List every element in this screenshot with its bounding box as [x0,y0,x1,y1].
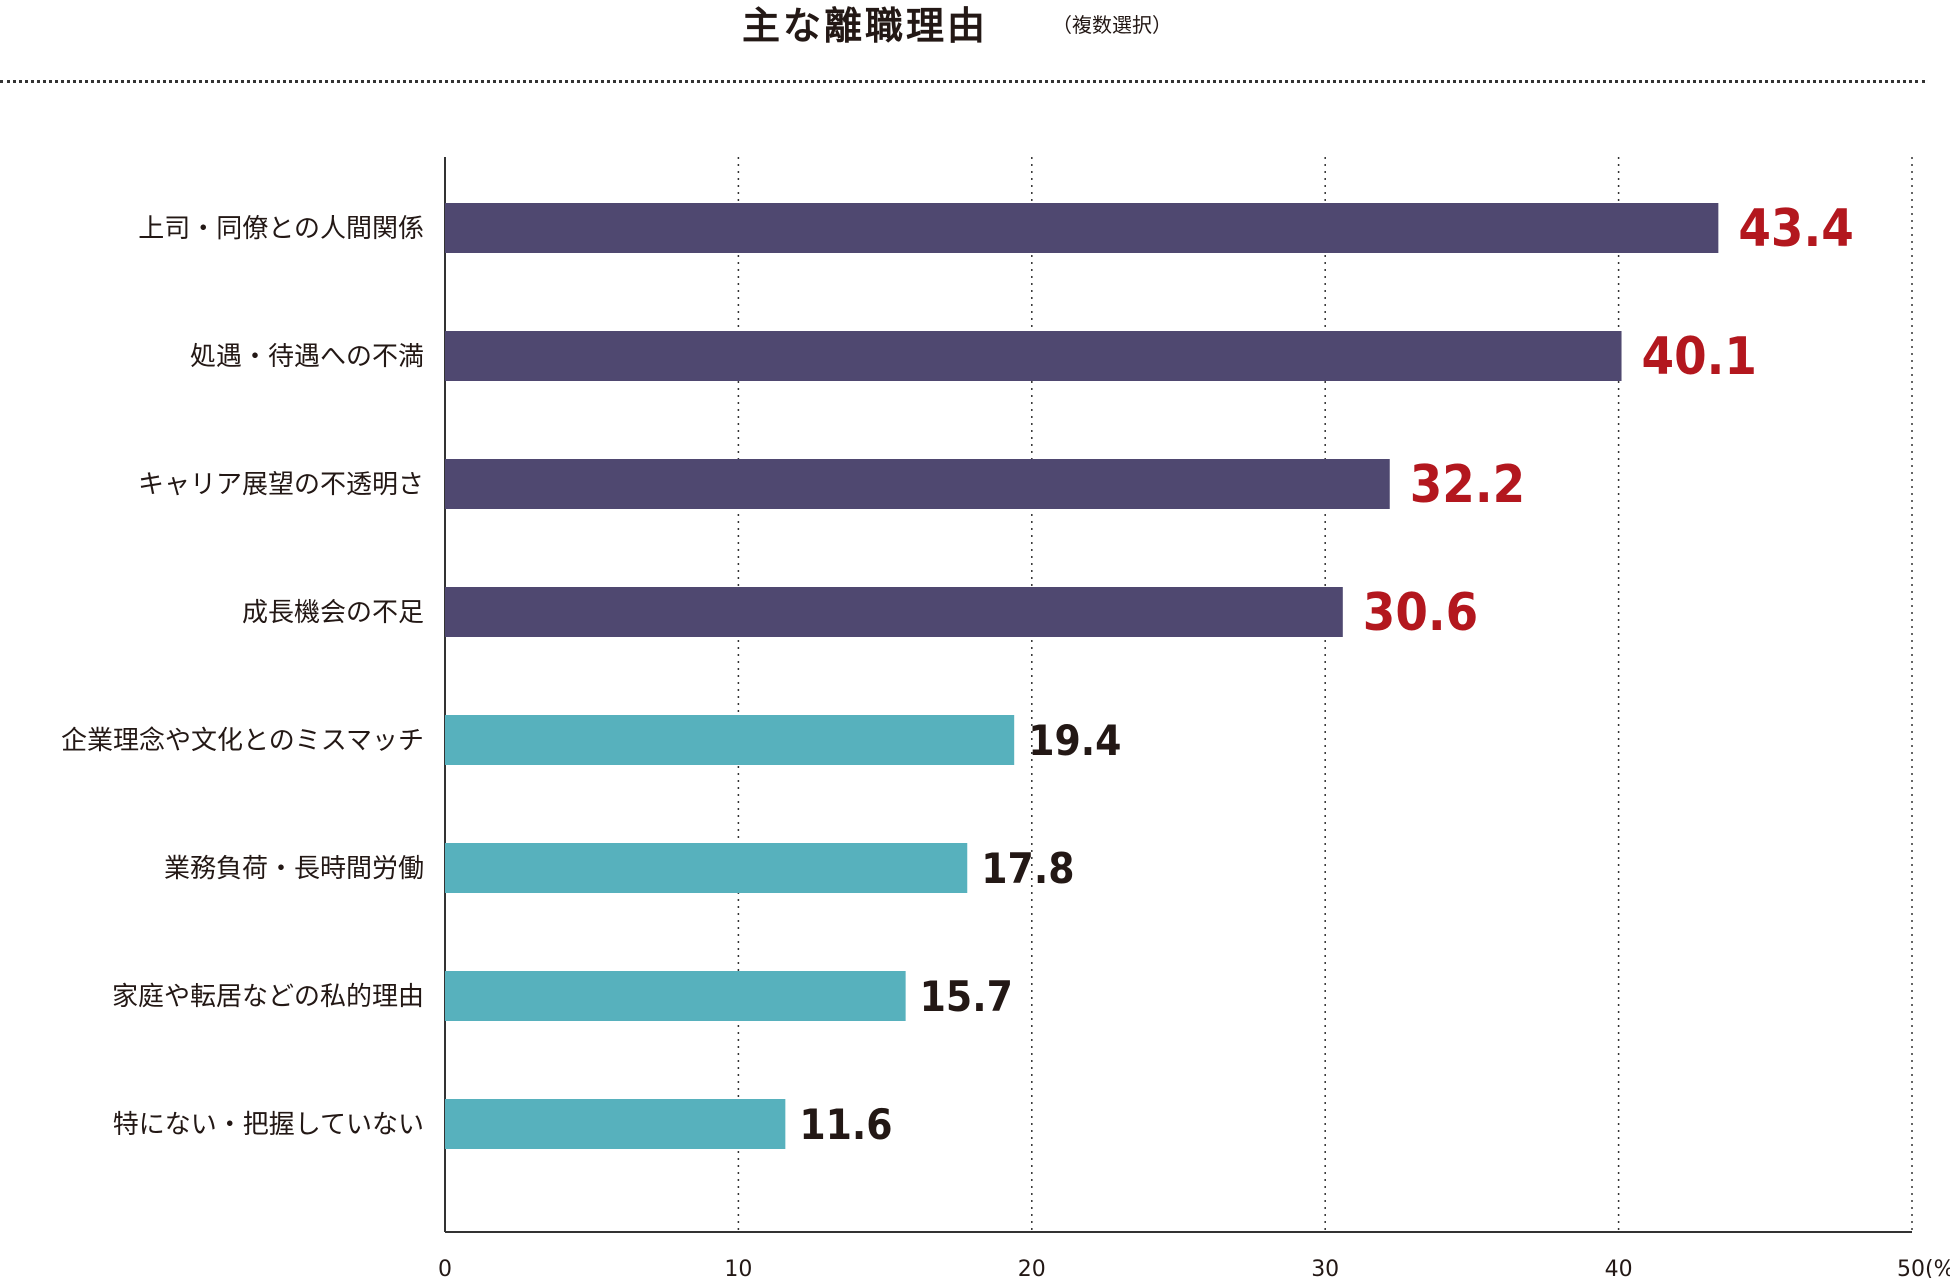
bar [445,587,1343,637]
bars [445,203,1719,1149]
category-label: 上司・同僚との人間関係 [138,214,424,244]
category-label: 業務負荷・長時間労働 [164,854,424,884]
category-label: 処遇・待遇への不満 [190,342,424,372]
value-label: 40.1 [1642,327,1757,387]
bar [445,971,906,1021]
axes [444,157,1912,1233]
chart-subtitle: （複数選択） [1052,13,1172,37]
bar [445,843,968,893]
value-label: 17.8 [981,844,1074,893]
labels: 0 10 20 30 40 50(%) 上司・同僚との人間関係 43.4 処遇・待遇への不満 40… [61,199,1950,1278]
value-label: 43.4 [1738,199,1853,259]
title-row: 主な離職理由 （複数選択） [0,0,1950,83]
category-label: 成長機会の不足 [242,598,424,628]
x-tick-label: 10 [724,1257,752,1278]
x-tick-label-with-unit: 50(%) [1897,1257,1950,1278]
value-label: 15.7 [920,972,1013,1021]
x-tick-label: 20 [1018,1257,1046,1278]
category-label: 家庭や転居などの私的理由 [112,982,424,1012]
x-tick-label: 40 [1605,1257,1633,1278]
value-label: 32.2 [1410,455,1525,515]
bar [445,715,1015,765]
value-label: 19.4 [1028,716,1121,765]
value-label: 11.6 [799,1100,892,1149]
bar [445,331,1622,381]
gridlines [737,157,1913,1232]
x-tick-label: 0 [438,1257,452,1278]
chart-title: 主な離職理由 [742,4,989,48]
category-label: 特にない・把握していない [113,1110,424,1140]
category-label: 企業理念や文化とのミスマッチ [61,726,424,756]
x-tick-label: 30 [1311,1257,1339,1278]
bar [445,1099,786,1149]
category-label: キャリア展望の不透明さ [138,470,424,500]
title-divider [0,80,1925,83]
bar [445,203,1719,253]
value-label: 30.6 [1363,583,1478,643]
bar [445,459,1390,509]
